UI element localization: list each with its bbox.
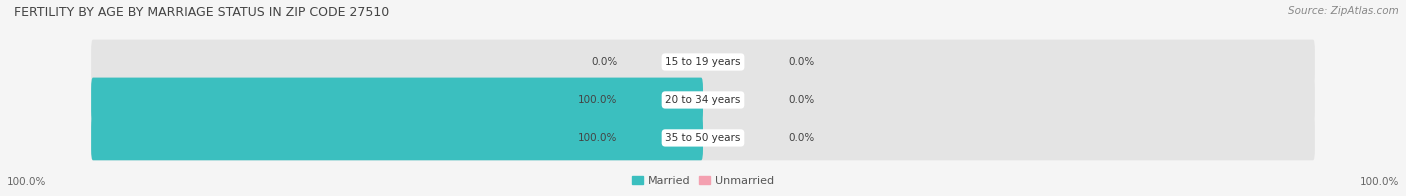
FancyBboxPatch shape bbox=[91, 40, 1315, 84]
Text: FERTILITY BY AGE BY MARRIAGE STATUS IN ZIP CODE 27510: FERTILITY BY AGE BY MARRIAGE STATUS IN Z… bbox=[14, 6, 389, 19]
Text: 35 to 50 years: 35 to 50 years bbox=[665, 133, 741, 143]
Text: 20 to 34 years: 20 to 34 years bbox=[665, 95, 741, 105]
FancyBboxPatch shape bbox=[91, 78, 703, 122]
FancyBboxPatch shape bbox=[91, 116, 703, 160]
Text: 15 to 19 years: 15 to 19 years bbox=[665, 57, 741, 67]
Text: Source: ZipAtlas.com: Source: ZipAtlas.com bbox=[1288, 6, 1399, 16]
FancyBboxPatch shape bbox=[91, 78, 1315, 122]
Text: 100.0%: 100.0% bbox=[578, 133, 617, 143]
Text: 0.0%: 0.0% bbox=[789, 95, 815, 105]
Text: 100.0%: 100.0% bbox=[1360, 177, 1399, 187]
FancyBboxPatch shape bbox=[91, 116, 1315, 160]
Text: 100.0%: 100.0% bbox=[578, 95, 617, 105]
Text: 0.0%: 0.0% bbox=[789, 133, 815, 143]
Text: 0.0%: 0.0% bbox=[591, 57, 617, 67]
Legend: Married, Unmarried: Married, Unmarried bbox=[627, 172, 779, 191]
Text: 0.0%: 0.0% bbox=[789, 57, 815, 67]
Text: 100.0%: 100.0% bbox=[7, 177, 46, 187]
